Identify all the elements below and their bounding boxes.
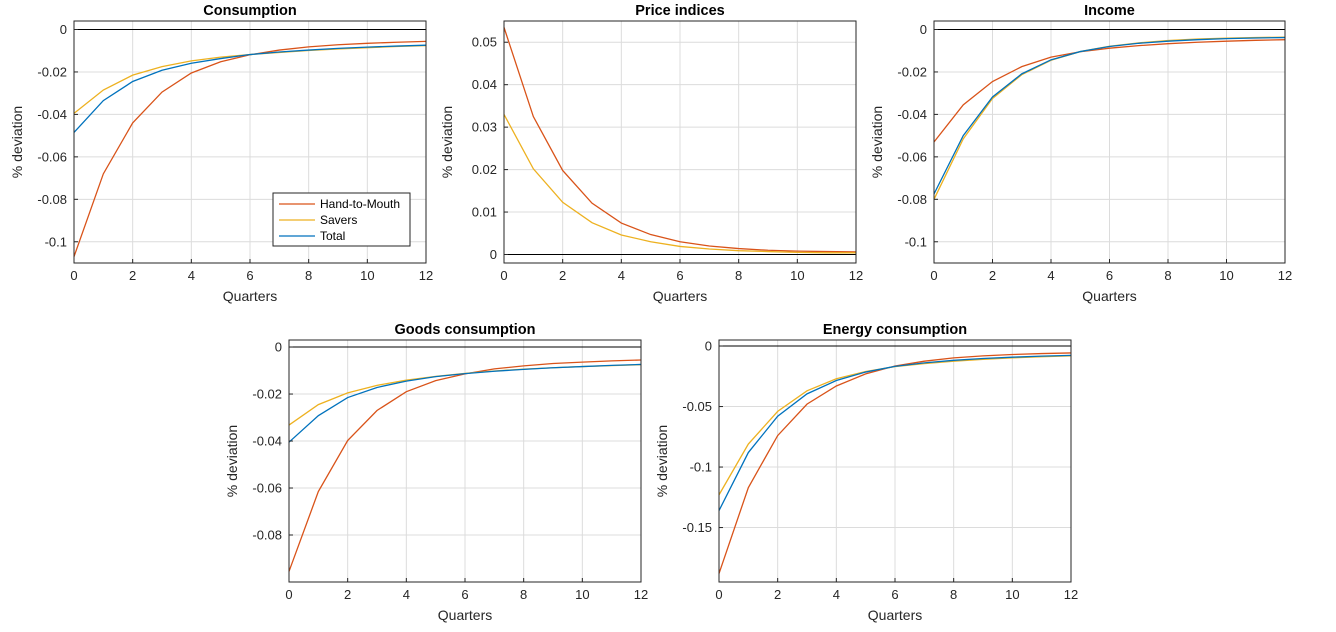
x-tick-label: 10 (575, 587, 589, 602)
x-tick-label: 8 (950, 587, 957, 602)
y-tick-label: -0.04 (897, 107, 927, 122)
y-tick-label: 0 (705, 339, 712, 354)
y-tick-label: -0.05 (682, 399, 712, 414)
x-tick-label: 8 (520, 587, 527, 602)
x-tick-label: 0 (715, 587, 722, 602)
x-tick-label: 8 (305, 268, 312, 283)
chart-panel-2: 0 2 4 6 8 10 12 0 -0.02 -0.04 -0.06 -0.08 -0.1 Income… (869, 3, 1292, 304)
chart-title: Income (1084, 3, 1135, 19)
legend-label: Hand-to-Mouth (320, 197, 400, 211)
y-tick-label: -0.15 (682, 520, 712, 535)
x-tick-label: 6 (676, 268, 683, 283)
x-tick-label: 2 (774, 587, 781, 602)
x-tick-label: 0 (500, 268, 507, 283)
x-axis-label: Quarters (868, 607, 922, 623)
y-tick-label: -0.02 (37, 64, 67, 79)
chart-panel-3: 0 2 4 6 8 10 12 0 -0.02 -0.04 -0.06 -0.08 Goods cons… (224, 322, 648, 623)
y-tick-label: -0.06 (37, 149, 67, 164)
x-tick-label: 6 (246, 268, 253, 283)
y-axis-label: % deviation (224, 425, 240, 497)
series-line-total (718, 354, 1072, 511)
x-tick-label: 10 (360, 268, 374, 283)
x-tick-label: 12 (634, 587, 648, 602)
chart-title: Price indices (635, 3, 724, 19)
series-line-hand-to-mouth (933, 39, 1286, 143)
x-tick-label: 0 (285, 587, 292, 602)
x-axis-label: Quarters (438, 607, 492, 623)
y-tick-label: 0.05 (472, 35, 497, 50)
y-tick-label: 0 (490, 247, 497, 262)
legend-label: Savers (320, 213, 357, 227)
chart-title: Goods consumption (395, 322, 536, 338)
y-tick-label: 0.03 (472, 120, 497, 135)
legend-label: Total (320, 229, 345, 243)
y-tick-label: -0.04 (37, 107, 67, 122)
x-tick-label: 4 (618, 268, 625, 283)
x-tick-label: 4 (1047, 268, 1054, 283)
x-tick-label: 6 (461, 587, 468, 602)
x-tick-label: 6 (1106, 268, 1113, 283)
x-tick-label: 10 (1219, 268, 1233, 283)
y-tick-label: -0.04 (252, 434, 282, 449)
y-axis-label: % deviation (654, 425, 670, 497)
x-axis-label: Quarters (1082, 288, 1136, 304)
legend: Hand-to-Mouth Savers Total (272, 192, 411, 247)
chart-panel-1: 0 2 4 6 8 10 12 0 0.01 0.02 0.03 0.04 0.05 Price indi… (439, 3, 863, 304)
x-tick-label: 10 (790, 268, 804, 283)
chart-title: Energy consumption (823, 322, 967, 338)
x-tick-label: 12 (849, 268, 863, 283)
y-tick-label: 0.04 (472, 77, 497, 92)
x-tick-label: 8 (1164, 268, 1171, 283)
y-tick-label: -0.1 (45, 234, 67, 249)
y-axis-label: % deviation (439, 106, 455, 178)
x-axis-label: Quarters (653, 288, 707, 304)
y-tick-label: -0.06 (252, 481, 282, 496)
y-tick-label: 0 (275, 340, 282, 355)
x-tick-label: 2 (129, 268, 136, 283)
x-tick-label: 12 (1278, 268, 1292, 283)
x-tick-label: 4 (188, 268, 195, 283)
x-tick-label: 8 (735, 268, 742, 283)
y-tick-label: 0.02 (472, 162, 497, 177)
y-tick-label: -0.08 (37, 192, 67, 207)
x-tick-label: 10 (1005, 587, 1019, 602)
y-tick-label: 0.01 (472, 205, 497, 220)
x-tick-label: 12 (419, 268, 433, 283)
series-line-total (73, 44, 427, 133)
y-tick-label: -0.1 (905, 234, 927, 249)
series-line-total (288, 363, 642, 443)
series-line-total (933, 36, 1286, 195)
x-tick-label: 2 (344, 587, 351, 602)
y-tick-label: -0.02 (897, 64, 927, 79)
x-tick-label: 2 (559, 268, 566, 283)
x-tick-label: 6 (891, 587, 898, 602)
y-tick-label: 0 (60, 22, 67, 37)
series-line-hand-to-mouth (503, 27, 857, 253)
x-tick-label: 0 (930, 268, 937, 283)
x-tick-label: 4 (833, 587, 840, 602)
chart-title: Consumption (203, 3, 296, 19)
y-tick-label: -0.08 (252, 528, 282, 543)
y-tick-label: -0.06 (897, 149, 927, 164)
y-tick-label: -0.02 (252, 387, 282, 402)
x-tick-label: 4 (403, 587, 410, 602)
y-tick-label: -0.1 (690, 460, 712, 475)
x-tick-label: 12 (1064, 587, 1078, 602)
y-axis-label: % deviation (9, 106, 25, 178)
x-axis-label: Quarters (223, 288, 277, 304)
y-tick-label: 0 (920, 22, 927, 37)
y-axis-label: % deviation (869, 106, 885, 178)
y-tick-label: -0.08 (897, 192, 927, 207)
x-tick-label: 0 (70, 268, 77, 283)
x-tick-label: 2 (989, 268, 996, 283)
chart-panel-4: 0 2 4 6 8 10 12 0 -0.05 -0.1 -0.15 Energy consumpti… (654, 322, 1078, 623)
series-line-savers (503, 114, 856, 254)
